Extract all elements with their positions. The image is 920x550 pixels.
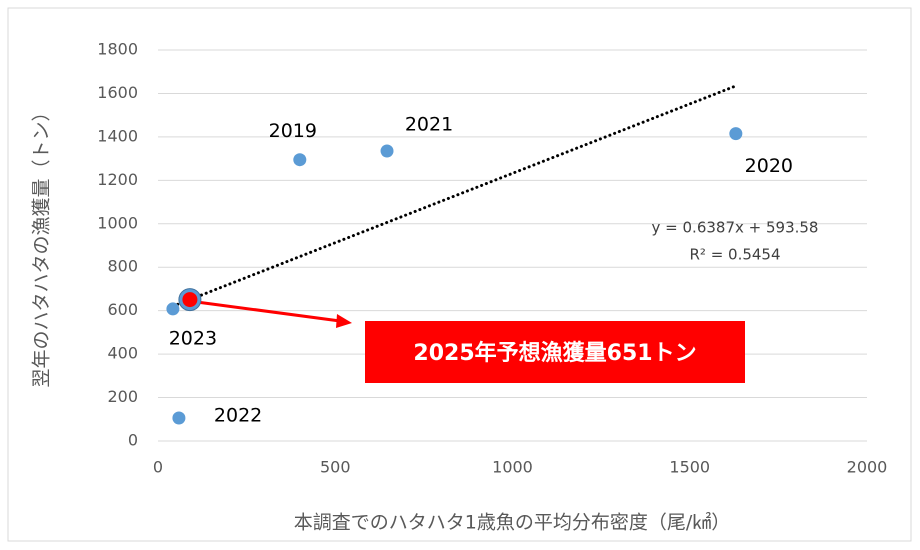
y-tick-label: 1000 xyxy=(97,213,138,232)
y-tick-label: 800 xyxy=(107,257,138,276)
x-tick-label: 500 xyxy=(320,458,351,477)
annotation-box xyxy=(365,321,745,383)
y-tick-label: 1800 xyxy=(97,40,138,59)
data-point xyxy=(293,153,307,167)
y-tick-label: 1600 xyxy=(97,83,138,102)
point-label: 2019 xyxy=(269,120,317,142)
point-label: 2022 xyxy=(214,404,262,426)
point-label: 2020 xyxy=(745,155,793,177)
y-tick-label: 1200 xyxy=(97,170,138,189)
y-tick-label: 200 xyxy=(107,387,138,406)
data-point xyxy=(172,411,186,425)
point-label: 2021 xyxy=(405,114,453,136)
data-point xyxy=(729,127,743,141)
trendline-equation: y = 0.6387x + 593.58 xyxy=(652,219,819,237)
y-tick-label: 0 xyxy=(128,431,138,450)
annotation-text: 2025年予想漁獲量651トン xyxy=(413,340,696,366)
x-tick-label: 0 xyxy=(153,458,163,477)
trendline xyxy=(171,84,738,308)
predicted-point xyxy=(182,292,198,308)
x-tick-label: 2000 xyxy=(847,458,888,477)
y-tick-label: 600 xyxy=(107,300,138,319)
y-tick-label: 1400 xyxy=(97,126,138,145)
arrow-head xyxy=(336,314,352,328)
trendline-r2: R² = 0.5454 xyxy=(689,246,780,264)
arrow-line xyxy=(193,300,341,323)
x-tick-label: 1500 xyxy=(669,458,710,477)
data-point xyxy=(380,144,394,158)
y-tick-label: 400 xyxy=(107,344,138,363)
x-tick-label: 1000 xyxy=(492,458,533,477)
point-label: 2023 xyxy=(169,327,217,349)
chart-border xyxy=(7,7,912,542)
data-point xyxy=(166,302,180,316)
x-axis-title: 本調査でのハタハタ1歳魚の平均分布密度（尾/㎢） xyxy=(294,511,731,534)
y-axis-title: 翌年のハタハタの漁獲量（トン） xyxy=(31,102,53,387)
